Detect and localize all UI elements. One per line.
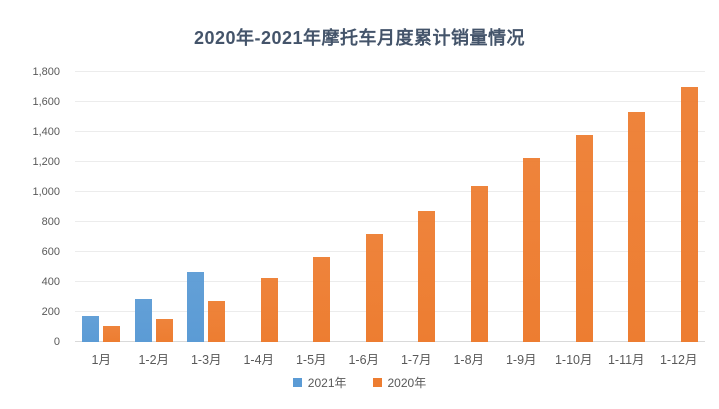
category-group-1月: 1月 — [75, 72, 128, 367]
x-tick-label: 1-6月 — [348, 353, 380, 367]
y-gridline — [75, 281, 705, 282]
category-group-1-4月: 1-4月 — [233, 72, 286, 367]
category-group-1-3月: 1-3月 — [180, 72, 233, 367]
bar-2021年-1-2月 — [134, 299, 152, 342]
y-tick-label: 1,400 — [32, 126, 60, 138]
legend-label: 2021年 — [307, 376, 347, 390]
y-tick-label: 1,200 — [32, 156, 60, 168]
bar-2020年-1-5月 — [313, 256, 331, 342]
y-gridline — [75, 161, 705, 162]
x-tick-label: 1-5月 — [295, 353, 327, 367]
x-tick-label: 1-8月 — [453, 353, 485, 367]
category-group-1-9月: 1-9月 — [495, 72, 548, 367]
bar-2020年-1-12月 — [680, 86, 698, 342]
y-gridline — [75, 191, 705, 192]
y-tick-label: 200 — [41, 306, 60, 318]
y-gridline — [75, 251, 705, 252]
category-group-1-11月: 1-11月 — [600, 72, 653, 367]
x-axis-line — [75, 341, 705, 342]
bar-pair — [82, 315, 121, 342]
y-tick-label: 400 — [41, 276, 60, 288]
category-group-1-5月: 1-5月 — [285, 72, 338, 367]
bar-2020年-1-6月 — [365, 234, 383, 342]
y-gridline — [75, 311, 705, 312]
bar-pair — [292, 256, 331, 342]
category-group-1-2月: 1-2月 — [128, 72, 181, 367]
bar-pair — [607, 111, 646, 342]
y-tick-label: 0 — [53, 336, 60, 348]
x-tick-label: 1-2月 — [138, 353, 170, 367]
bar-pair — [187, 272, 226, 342]
bar-2021年-1-3月 — [187, 272, 205, 342]
bar-2020年-1-4月 — [260, 277, 278, 342]
category-group-1-10月: 1-10月 — [548, 72, 601, 367]
category-group-1-6月: 1-6月 — [338, 72, 391, 367]
x-tick-label: 1月 — [91, 353, 111, 367]
y-gridline — [75, 101, 705, 102]
bar-2020年-1-3月 — [208, 301, 226, 342]
y-tick-label: 1,800 — [32, 66, 60, 78]
bar-pair — [502, 158, 541, 342]
y-tick-label: 800 — [41, 216, 60, 228]
x-tick-label: 1-7月 — [400, 353, 432, 367]
x-tick-label: 1-11月 — [607, 353, 645, 367]
bar-2021年-1月 — [82, 315, 100, 342]
y-gridline — [75, 71, 705, 72]
bar-2020年-1-11月 — [628, 111, 646, 342]
legend-item-2020年: 2020年 — [372, 374, 427, 391]
chart-title: 2020年-2021年摩托车月度累计销量情况 — [193, 28, 526, 48]
legend-swatch-icon — [372, 378, 382, 387]
bar-pair — [555, 135, 593, 342]
bar-pair — [660, 86, 698, 342]
bar-2020年-1-2月 — [155, 319, 173, 342]
bar-2020年-1-7月 — [418, 210, 436, 342]
bar-pair — [345, 234, 383, 342]
y-gridline — [75, 131, 705, 132]
bar-pair — [134, 299, 173, 342]
x-tick-label: 1-3月 — [190, 353, 222, 367]
y-tick-label: 1,000 — [32, 186, 60, 198]
category-group-1-12月: 1-12月 — [653, 72, 706, 367]
plot-area: 1月 1-2月 1-3月 1-4月 1-5月 1-6月 1-7月 1-8月 1-9月 1-10月 1… — [75, 71, 706, 367]
legend-swatch-icon — [292, 378, 302, 387]
bar-2020年-1月 — [103, 326, 121, 342]
y-axis-labels: 0 200 400 600 800 1,000 1,200 1,400 1,600 1,800 — [0, 66, 67, 348]
x-tick-label: 1-4月 — [243, 353, 275, 367]
category-group-1-7月: 1-7月 — [390, 72, 443, 367]
legend-label: 2020年 — [387, 376, 427, 390]
bar-2020年-1-9月 — [523, 158, 541, 342]
bar-pair — [397, 210, 436, 342]
category-group-1-8月: 1-8月 — [443, 72, 496, 367]
legend-item-2021年: 2021年 — [292, 374, 347, 391]
bar-groups: 1月 1-2月 1-3月 1-4月 1-5月 1-6月 1-7月 1-8月 1-9月 1-10月 1… — [75, 72, 706, 367]
bar-pair — [240, 277, 278, 342]
bar-2020年-1-8月 — [470, 186, 488, 342]
y-tick-label: 1,600 — [32, 96, 60, 108]
bar-2020年-1-10月 — [575, 135, 593, 342]
y-tick-label: 600 — [41, 246, 60, 258]
legend: 2021年 2020年 — [0, 374, 719, 391]
x-tick-label: 1-9月 — [505, 353, 537, 367]
x-tick-label: 1-10月 — [554, 353, 593, 367]
x-tick-label: 1-12月 — [659, 353, 698, 367]
bar-pair — [450, 186, 488, 342]
y-gridline — [75, 221, 705, 222]
